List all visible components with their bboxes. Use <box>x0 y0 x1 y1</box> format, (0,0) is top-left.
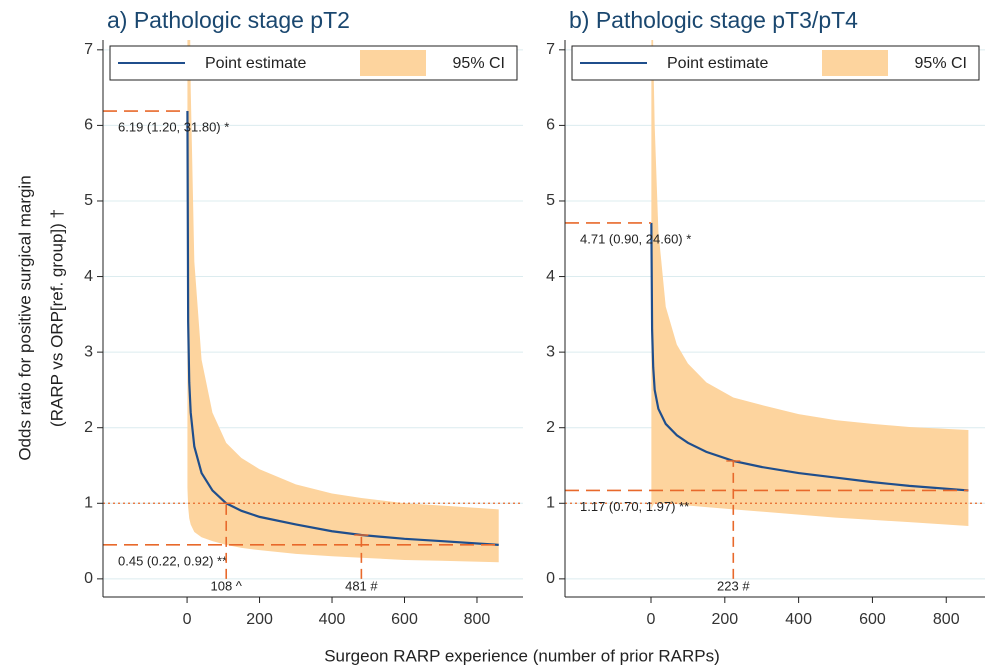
y-tick-label: 1 <box>546 495 555 512</box>
y-axis-title: (RARP vs ORP[ref. group]) † <box>47 209 66 427</box>
y-tick-label: 0 <box>84 570 93 587</box>
y-tick-label: 2 <box>84 419 93 436</box>
legend-label: 95% CI <box>453 55 505 72</box>
x-tick-label: 0 <box>647 611 656 628</box>
threshold-label: 223 # <box>717 578 750 593</box>
y-tick-label: 4 <box>546 268 555 285</box>
estimate-label: 0.45 (0.22, 0.92) ** <box>118 553 227 568</box>
y-tick-label: 5 <box>84 192 93 209</box>
threshold-label: 481 # <box>345 578 378 593</box>
y-tick-label: 7 <box>546 41 555 58</box>
y-tick-label: 3 <box>84 343 93 360</box>
x-tick-label: 800 <box>933 611 960 628</box>
x-tick-label: 600 <box>391 611 418 628</box>
x-tick-label: 600 <box>859 611 886 628</box>
series-line <box>650 222 969 492</box>
x-tick-label: 400 <box>785 611 812 628</box>
plot-clip <box>565 40 985 526</box>
y-tick-label: 5 <box>546 192 555 209</box>
x-tick-label: 800 <box>464 611 491 628</box>
legend-label: Point estimate <box>205 55 306 72</box>
legend-swatch <box>360 50 426 76</box>
chart-title: a) Pathologic stage pT2 <box>107 7 350 33</box>
ci-band <box>651 40 969 526</box>
legend-label: Point estimate <box>667 55 768 72</box>
y-tick-label: 0 <box>546 570 555 587</box>
estimate-label: 6.19 (1.20, 31.80) * <box>118 119 229 134</box>
y-tick-label: 2 <box>546 419 555 436</box>
y-tick-label: 6 <box>84 117 93 134</box>
y-tick-label: 1 <box>84 495 93 512</box>
y-tick-label: 7 <box>84 41 93 58</box>
chart-title: b) Pathologic stage pT3/pT4 <box>569 7 858 33</box>
y-tick-label: 6 <box>546 117 555 134</box>
legend-label: 95% CI <box>915 55 967 72</box>
series-line <box>186 111 499 546</box>
y-tick-label: 3 <box>546 343 555 360</box>
x-tick-label: 400 <box>319 611 346 628</box>
threshold-label: 108 ^ <box>211 578 243 593</box>
x-tick-label: 200 <box>711 611 738 628</box>
ci-band <box>187 40 499 563</box>
x-tick-label: 200 <box>246 611 273 628</box>
x-axis-title: Surgeon RARP experience (number of prior… <box>324 646 720 665</box>
plot-clip <box>103 40 523 563</box>
estimate-label: 4.71 (0.90, 24.60) * <box>580 231 691 246</box>
estimate-label: 1.17 (0.70, 1.97) ** <box>580 499 689 514</box>
legend-swatch <box>822 50 888 76</box>
y-axis-title: Odds ratio for positive surgical margin <box>15 175 34 460</box>
x-tick-label: 0 <box>183 611 192 628</box>
y-tick-label: 4 <box>84 268 93 285</box>
